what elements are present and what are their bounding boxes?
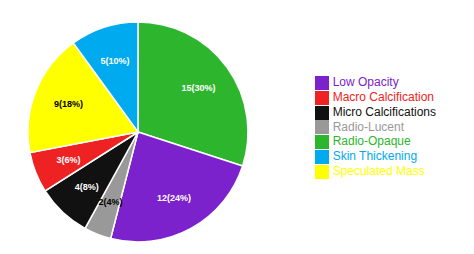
html-text:Macro Calcification: Macro Calcification — [332, 89, 434, 104]
svg-text:5(10%): 5(10%) — [100, 56, 129, 66]
svg-text:2(4%): 2(4%) — [98, 197, 122, 207]
html-text:Low Opacity: Low Opacity — [332, 75, 399, 90]
svg-text:9(18%): 9(18%) — [54, 99, 83, 109]
svg-text:3(6%): 3(6%) — [56, 155, 80, 165]
svg-text:15(30%): 15(30%) — [181, 83, 215, 93]
html-text:Radio-Lucent: Radio-Lucent — [332, 119, 404, 134]
svg-text:4(8%): 4(8%) — [75, 182, 99, 192]
html-text:Micro Calcifications: Micro Calcifications — [332, 104, 436, 119]
html-text:Speculated Mass: Speculated Mass — [332, 164, 425, 179]
html-text:Skin Thickening: Skin Thickening — [332, 149, 418, 164]
html-text:Radio-Opaque: Radio-Opaque — [332, 134, 411, 149]
svg-text:12(24%): 12(24%) — [157, 193, 191, 203]
